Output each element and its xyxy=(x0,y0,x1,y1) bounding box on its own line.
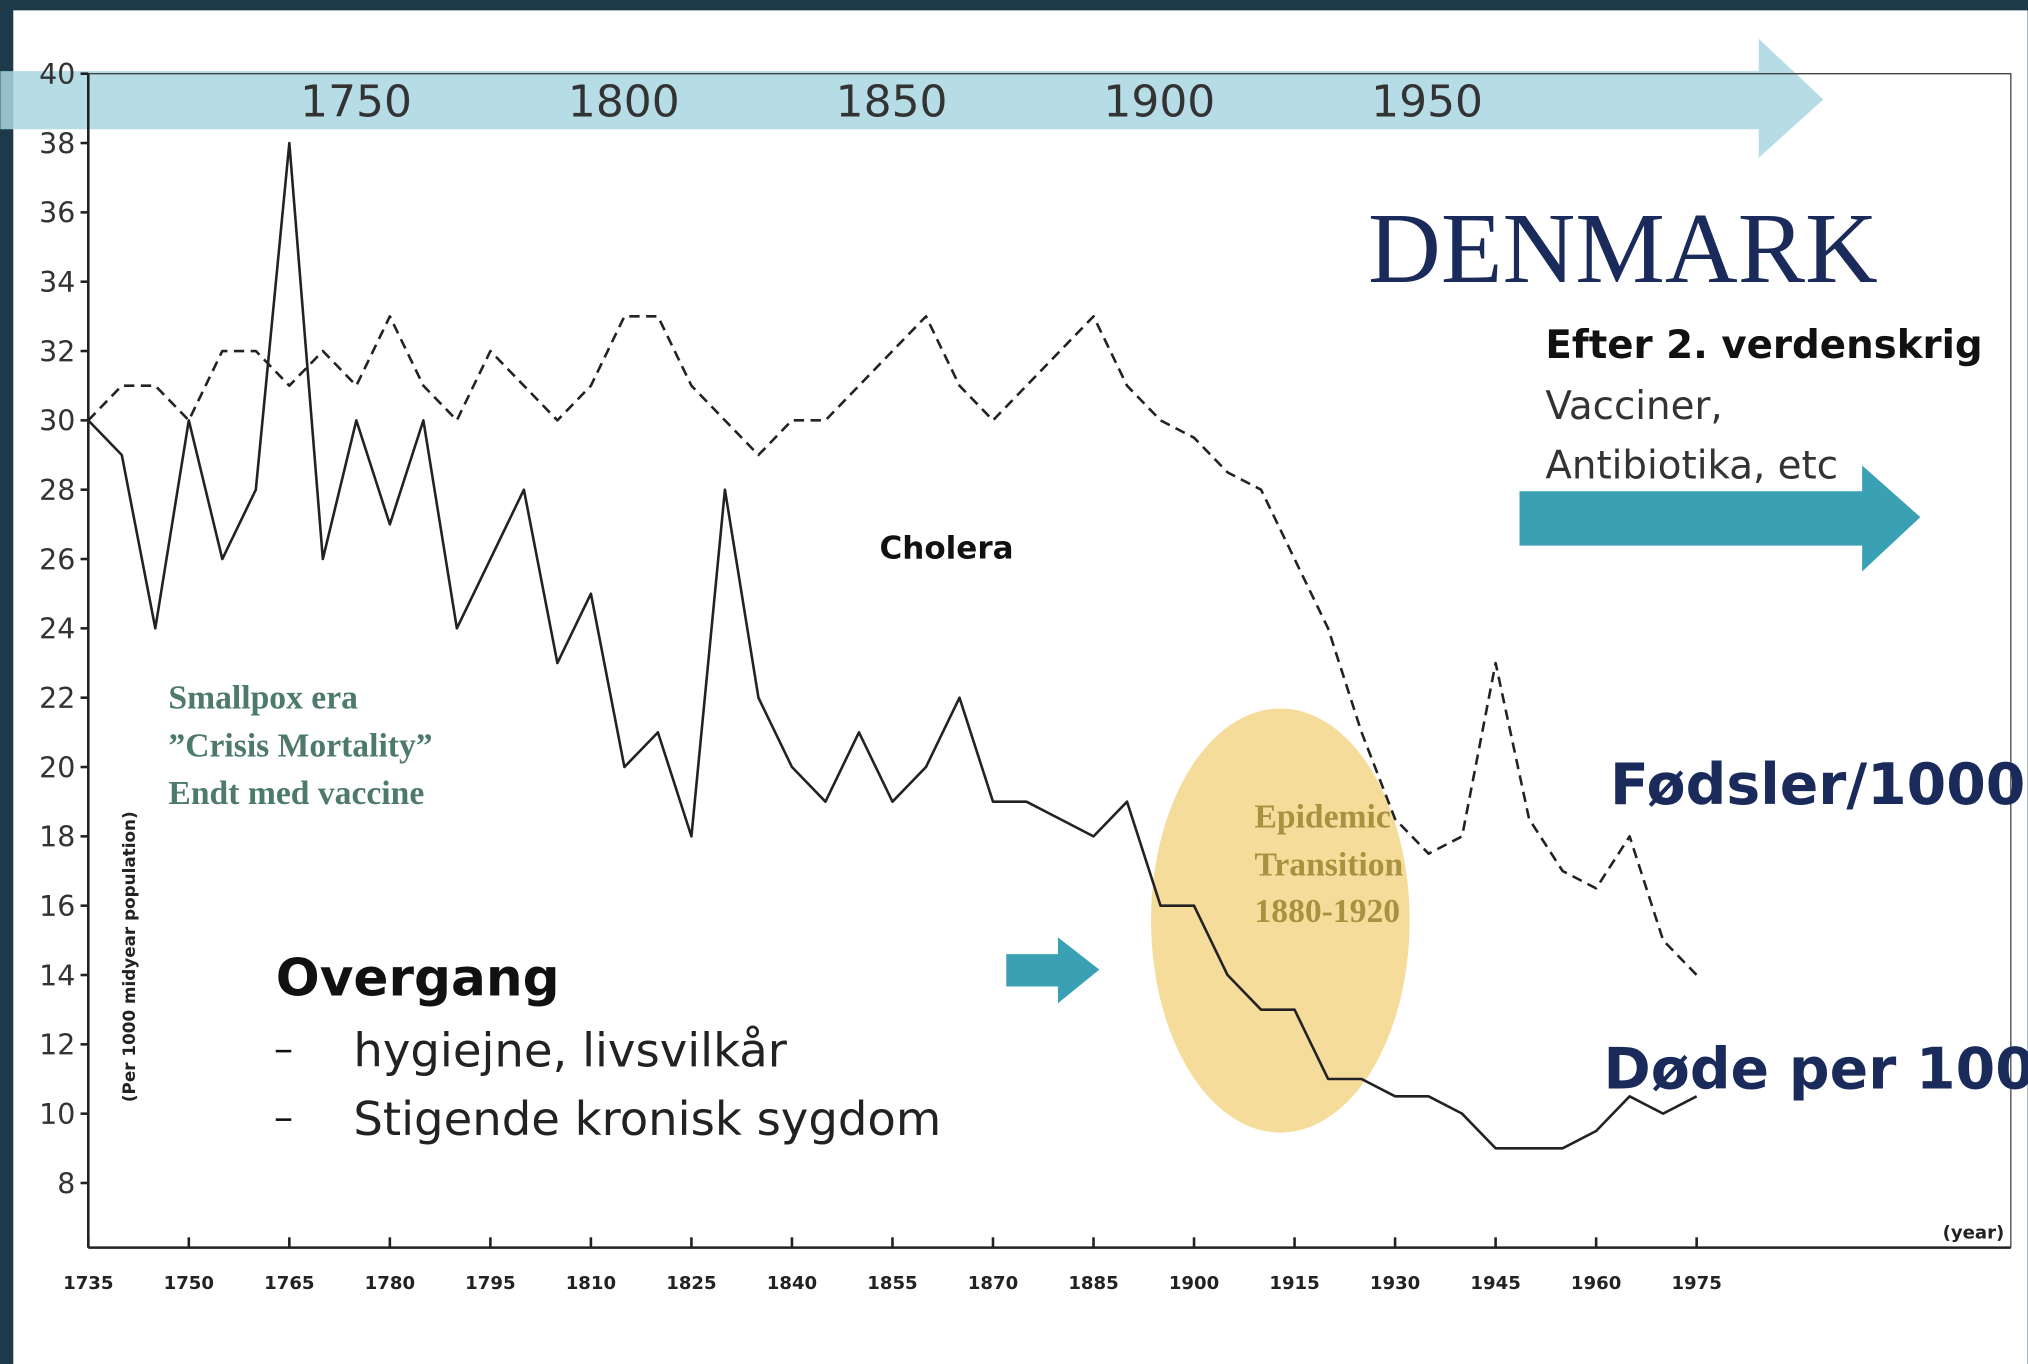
y-tick-label: 14 xyxy=(39,959,75,992)
arrow xyxy=(1006,937,1100,1004)
y-tick-label: 26 xyxy=(39,543,75,576)
x-axis-label: (year) xyxy=(1943,1223,2005,1244)
series-line xyxy=(87,141,1698,1150)
timeline-label: 1900 xyxy=(1103,76,1215,127)
x-tick-label: 1975 xyxy=(1671,1273,1721,1294)
y-tick-label: 22 xyxy=(39,682,75,715)
y-tick-label: 34 xyxy=(39,266,75,299)
annotation: Efter 2. verdenskrig xyxy=(1545,323,1982,368)
annotation: hygiejne, livsvilkår xyxy=(353,1024,787,1078)
x-tick-label: 1750 xyxy=(164,1273,214,1294)
annotation: Vacciner, xyxy=(1545,384,1722,429)
x-tick-label: 1735 xyxy=(63,1273,113,1294)
legend-label: Fødsler/1000 xyxy=(1610,752,2025,818)
x-tick-label: 1810 xyxy=(566,1273,616,1294)
background xyxy=(13,10,2028,1364)
annotation: Stigende kronisk sygdom xyxy=(353,1092,941,1146)
y-tick-label: 40 xyxy=(39,58,75,91)
timeline-label: 1750 xyxy=(300,76,412,127)
annotation: Cholera xyxy=(880,531,1014,567)
y-tick-label: 10 xyxy=(39,1098,75,1131)
annotation: 1880-1920 xyxy=(1254,893,1400,930)
y-axis-label: (Per 1000 midyear population) xyxy=(119,811,139,1102)
arrow xyxy=(1519,465,1921,572)
x-tick-label: 1780 xyxy=(365,1273,415,1294)
annotation: Antibiotika, etc xyxy=(1545,443,1838,488)
timeline-label: 1800 xyxy=(568,76,680,127)
x-tick-label: 1840 xyxy=(767,1273,817,1294)
annotation: ”Crisis Mortality” xyxy=(168,727,432,764)
x-tick-label: 1825 xyxy=(666,1273,716,1294)
y-tick-label: 28 xyxy=(39,474,75,507)
x-tick-label: 1855 xyxy=(867,1273,917,1294)
annotation: Overgang xyxy=(276,949,560,1009)
y-tick-label: 36 xyxy=(39,197,75,230)
x-tick-label: 1900 xyxy=(1169,1273,1219,1294)
x-tick-label: 1885 xyxy=(1068,1273,1118,1294)
x-tick-label: 1930 xyxy=(1370,1273,1420,1294)
y-tick-label: 30 xyxy=(39,405,75,438)
x-tick-label: 1960 xyxy=(1571,1273,1621,1294)
y-tick-label: 32 xyxy=(39,335,75,368)
y-tick-label: 38 xyxy=(39,127,75,160)
annotation: Transition xyxy=(1254,846,1403,883)
y-tick-label: 20 xyxy=(39,751,75,784)
timeline-label: 1850 xyxy=(836,76,948,127)
annotation: Epidemic xyxy=(1254,798,1390,835)
series-line xyxy=(87,315,1698,976)
y-tick-label: 8 xyxy=(57,1167,75,1200)
x-tick-label: 1915 xyxy=(1269,1273,1319,1294)
transition-highlight xyxy=(1151,708,1410,1133)
annotation: Smallpox era xyxy=(168,680,358,717)
y-tick-label: 24 xyxy=(39,613,75,646)
x-tick-label: 1945 xyxy=(1470,1273,1520,1294)
chart-title: DENMARK xyxy=(1368,192,1878,304)
timeline-arrow xyxy=(0,38,1824,158)
x-tick-label: 1765 xyxy=(264,1273,314,1294)
frame xyxy=(88,73,2012,1248)
legend-label: Døde per 1000 xyxy=(1604,1037,2028,1103)
x-tick-label: 1870 xyxy=(968,1273,1018,1294)
x-tick-label: 1795 xyxy=(465,1273,515,1294)
y-tick-label: 18 xyxy=(39,821,75,854)
annotation: Endt med vaccine xyxy=(168,775,424,812)
timeline-label: 1950 xyxy=(1371,76,1483,127)
y-tick-label: 16 xyxy=(39,890,75,923)
y-tick-label: 12 xyxy=(39,1029,75,1062)
